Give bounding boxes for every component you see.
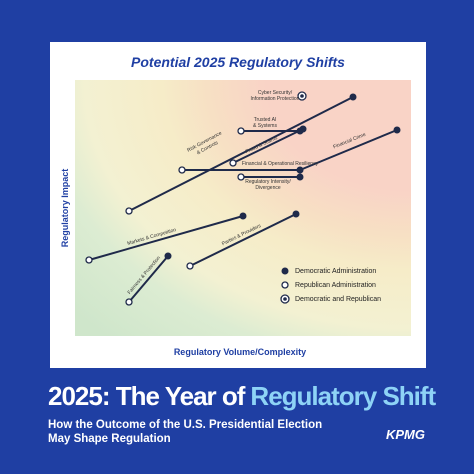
legend-both-core	[283, 297, 287, 301]
rep-dots	[85, 127, 245, 306]
legend-rep	[281, 281, 289, 289]
legend-dem	[281, 267, 289, 275]
both-dot-core	[300, 94, 304, 98]
connectors	[88, 96, 398, 303]
legend-label: Democratic and Republican	[295, 296, 381, 303]
item-label: & Systems	[253, 123, 277, 129]
item-label: Information Protection	[251, 96, 300, 102]
x-axis-label: Regulatory Volume/Complexity	[174, 347, 306, 357]
dem-dots	[164, 93, 401, 260]
item-label: Regulatory Intensity/	[245, 179, 291, 185]
subtitle: May Shape Regulation	[48, 433, 171, 445]
footer-title: 2025: The Year of Regulatory Shift	[48, 381, 437, 411]
footer-title-1: 2025: The Year of	[48, 381, 246, 411]
y-axis-label: Regulatory Impact	[60, 169, 70, 248]
item-label: Financial & Operational Resiliency	[242, 161, 319, 167]
legend-label: Republican Administration	[295, 282, 376, 289]
item-label: Divergence	[255, 185, 281, 191]
item-label: Cyber Security/	[258, 90, 293, 96]
chart-title: Potential 2025 Regulatory Shifts	[131, 54, 345, 70]
brand-logo: KPMG	[386, 427, 425, 442]
item-label: Trusted AI	[254, 117, 277, 123]
subtitle: How the Outcome of the U.S. Presidential…	[48, 419, 322, 431]
footer-title-2: Regulatory Shift	[250, 381, 436, 411]
legend-label: Democratic Administration	[295, 268, 376, 275]
